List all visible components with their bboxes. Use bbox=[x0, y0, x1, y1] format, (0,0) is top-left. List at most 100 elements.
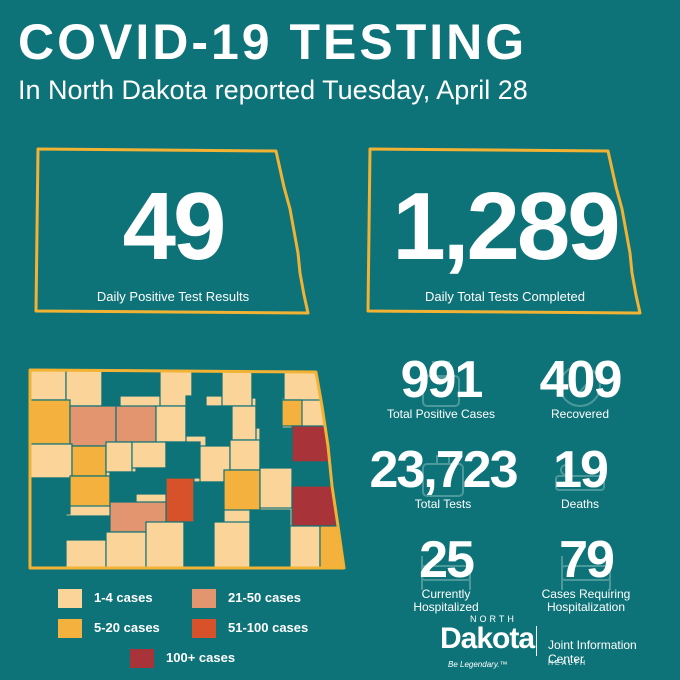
legend-swatch bbox=[58, 619, 82, 638]
county bbox=[30, 443, 73, 479]
county bbox=[30, 477, 71, 515]
legend-swatch bbox=[58, 589, 82, 608]
stat-total-positive: 991 Total Positive Cases bbox=[378, 352, 504, 421]
county bbox=[229, 439, 261, 471]
logo-divider bbox=[536, 626, 537, 656]
county bbox=[291, 461, 315, 487]
stat-recovered: 409 Recovered bbox=[530, 352, 630, 421]
stat-hospitalized: 25 Currently Hospitalized bbox=[396, 532, 496, 614]
county bbox=[131, 441, 167, 469]
county bbox=[119, 370, 161, 397]
county bbox=[213, 521, 251, 568]
page-subtitle: In North Dakota reported Tuesday, April … bbox=[18, 75, 528, 105]
logo-dakota: Dakota bbox=[440, 622, 535, 655]
legend-label: 100+ cases bbox=[166, 649, 236, 665]
county bbox=[251, 370, 285, 399]
county bbox=[281, 399, 303, 427]
county bbox=[30, 399, 71, 445]
bed-icon bbox=[555, 464, 605, 491]
legend-swatch bbox=[130, 649, 154, 668]
stat-total-tests: 23,723 Total Tests bbox=[360, 442, 526, 511]
stat-label: Total Tests bbox=[414, 497, 472, 511]
stat-value: 79 bbox=[559, 531, 615, 589]
nd-outline-icon bbox=[366, 147, 642, 315]
hospital-bed-icon bbox=[561, 556, 611, 590]
daily-positive-value: 49 bbox=[122, 173, 227, 280]
legend-item: 51-100 cases bbox=[192, 619, 308, 638]
legend-label: 21-50 cases bbox=[228, 589, 302, 605]
county bbox=[259, 467, 293, 509]
county bbox=[65, 370, 103, 407]
county bbox=[255, 397, 283, 429]
stat-value: 25 bbox=[419, 531, 475, 589]
county bbox=[101, 370, 121, 407]
county-map bbox=[28, 368, 346, 570]
stat-label: Deaths bbox=[560, 497, 600, 511]
county bbox=[165, 441, 201, 479]
test-kit-icon bbox=[422, 455, 464, 497]
county bbox=[319, 525, 344, 568]
county bbox=[221, 370, 253, 407]
legend-item: 100+ cases bbox=[130, 649, 235, 668]
daily-positive-label: Daily Positive Test Results bbox=[96, 289, 250, 304]
legend-item: 1-4 cases bbox=[58, 589, 153, 608]
county bbox=[289, 525, 321, 568]
stat-label-line2: Hospitalization bbox=[546, 600, 626, 614]
county bbox=[115, 405, 157, 443]
county bbox=[65, 515, 111, 541]
legend-swatch bbox=[192, 619, 216, 638]
test-tube-icon bbox=[422, 361, 460, 407]
county bbox=[185, 395, 207, 437]
stat-label-line2: Hospitalized bbox=[413, 600, 479, 614]
logo-north: NORTH bbox=[470, 614, 517, 624]
county bbox=[69, 475, 111, 507]
stat-value: 19 bbox=[553, 441, 609, 499]
county bbox=[135, 467, 167, 495]
nd-outline-icon bbox=[34, 147, 310, 315]
stat-label-line1: Cases Requiring bbox=[541, 587, 631, 601]
county bbox=[191, 370, 223, 397]
stat-label-line1: Currently bbox=[421, 587, 471, 601]
county bbox=[30, 370, 67, 401]
daily-total-value: 1,289 bbox=[392, 173, 620, 280]
county bbox=[105, 531, 147, 568]
nd-logo: NORTH Dakota Be Legendary.™ Joint Inform… bbox=[440, 614, 670, 674]
stat-deaths: 19 Deaths bbox=[540, 442, 620, 511]
daily-total-label: Daily Total Tests Completed bbox=[425, 289, 585, 304]
county bbox=[30, 513, 67, 568]
stat-value: 23,723 bbox=[369, 441, 518, 499]
county bbox=[291, 485, 337, 527]
hospital-bed-icon bbox=[421, 556, 471, 590]
county bbox=[145, 521, 185, 568]
legend-swatch bbox=[192, 589, 216, 608]
logo-org: Joint Information Center bbox=[548, 638, 637, 666]
legend-label: 5-20 cases bbox=[94, 619, 160, 635]
logo-health: HEALTH bbox=[548, 660, 588, 667]
county bbox=[205, 405, 233, 447]
county bbox=[105, 441, 133, 473]
stat-value: 409 bbox=[539, 351, 623, 409]
county bbox=[109, 471, 137, 503]
stat-label: Total Positive Cases bbox=[386, 407, 496, 421]
logo-tagline: Be Legendary.™ bbox=[448, 660, 508, 669]
daily-positive-card: 49 Daily Positive Test Results bbox=[24, 145, 322, 317]
page-title: COVID-19 TESTING bbox=[18, 14, 528, 70]
county bbox=[249, 509, 291, 568]
legend-label: 1-4 cases bbox=[94, 589, 153, 605]
stat-label: Recovered bbox=[550, 407, 610, 421]
county bbox=[65, 539, 107, 568]
county bbox=[69, 405, 117, 447]
map-outline bbox=[28, 368, 346, 570]
county bbox=[155, 405, 187, 443]
legend-label: 51-100 cases bbox=[228, 619, 309, 635]
county bbox=[223, 469, 261, 511]
stat-value: 991 bbox=[400, 351, 484, 409]
recovered-icon bbox=[559, 365, 601, 407]
county bbox=[231, 405, 257, 441]
county bbox=[259, 427, 293, 469]
legend-item: 21-50 cases bbox=[192, 589, 301, 608]
county bbox=[183, 521, 215, 568]
county bbox=[71, 445, 107, 477]
county bbox=[165, 477, 195, 523]
county bbox=[193, 481, 225, 523]
